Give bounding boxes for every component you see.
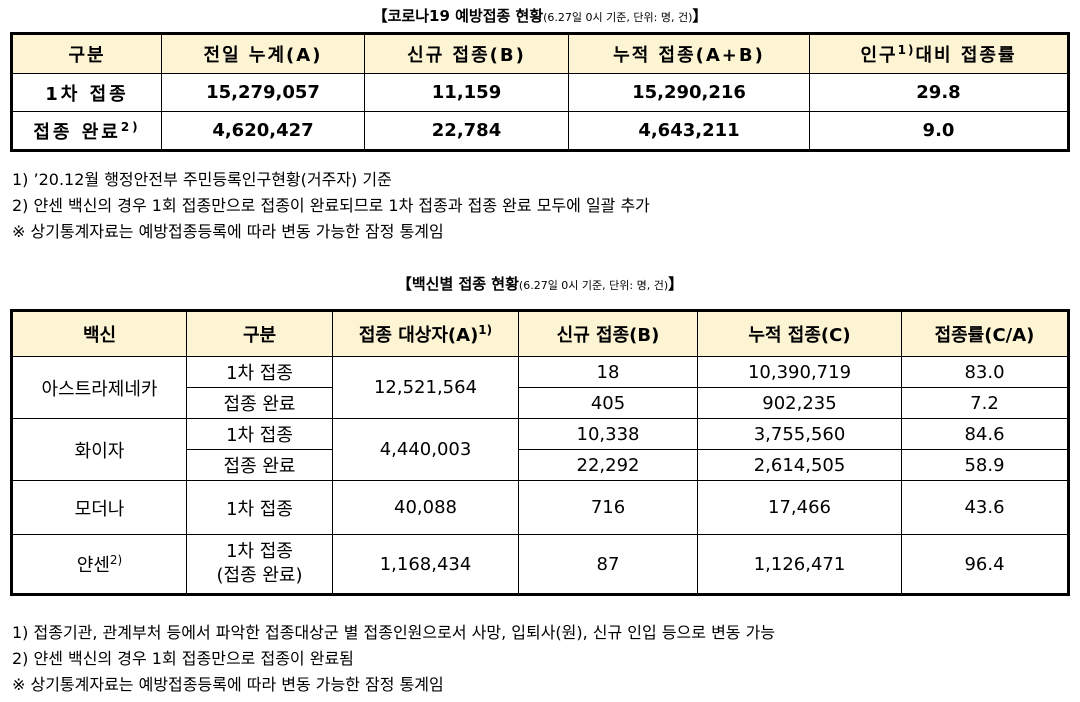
cell-rate: 7.2 (901, 387, 1069, 419)
cell-rate: 29.8 (809, 73, 1069, 112)
header-new: 신규 접종(B) (364, 33, 569, 74)
cell-cum: 1,126,471 (697, 534, 902, 595)
header-new: 신규 접종(B) (518, 310, 698, 357)
vaccine-name: 아스트라제네카 (11, 356, 187, 419)
cell-cum: 15,290,216 (568, 73, 810, 112)
vaccine-title-note: (6.27일 0시 기준, 단위: 명, 건) (518, 279, 669, 292)
footnote: ※ 상기통계자료는 예방접종등록에 따라 변동 가능한 잠정 통계임 (12, 222, 444, 241)
cell-rate: 58.9 (901, 449, 1069, 481)
vaccine-notes: 1) 접종기관, 관계부처 등에서 파악한 접종대상군 별 접종인원으로서 사망… (12, 620, 775, 698)
dose-label-line1: 1차 접종 (226, 541, 293, 562)
row-footnote: 2) (120, 119, 141, 134)
header-rate-label: 대비 접종률 (915, 45, 1017, 66)
table-row: 화이자 1차 접종 4,440,003 10,338 3,755,560 84.… (11, 418, 1069, 481)
vaccine-header-row: 백신 구분 접종 대상자(A)1) 신규 접종(B) 누적 접종(C) 접종률(… (11, 310, 1069, 357)
summary-title-note: (6.27일 0시 기준, 단위: 명, 건) (543, 11, 693, 24)
vaccine-title-close: 】 (668, 275, 684, 293)
vaccine-name: 모더나 (11, 480, 187, 535)
table-row: 접종 완료 22,292 2,614,505 58.9 (12, 449, 1069, 481)
row-label-text: 접종 완료 (33, 121, 121, 143)
table-row: 모더나 1차 접종 40,088 716 17,466 43.6 (11, 480, 1069, 535)
cell-cum: 3,755,560 (697, 418, 902, 450)
footnote: 2) 얀센 백신의 경우 1회 접종만으로 접종이 완료됨 (12, 649, 354, 668)
footnote: 2) 얀센 백신의 경우 1회 접종만으로 접종이 완료되므로 1차 접종과 접… (12, 196, 650, 215)
cell-target: 12,521,564 (332, 356, 519, 419)
header-target-label: 접종 대상자(A) (358, 325, 479, 346)
header-target-footnote: 1) (478, 323, 493, 337)
table-row: 1차 접종 15,279,057 11,159 15,290,216 29.8 (11, 73, 1069, 112)
cell-new: 18 (518, 356, 698, 388)
dose-label: 접종 완료 (186, 449, 333, 481)
table-row: 얀센2) 1차 접종 (접종 완료) 1,168,434 87 1,126,471… (11, 534, 1069, 595)
header-rate-pop: 인구 (860, 45, 898, 66)
cell-target: 4,440,003 (332, 418, 519, 481)
vaccine-name: 화이자 (11, 418, 187, 481)
table-row: 접종 완료 405 902,235 7.2 (12, 387, 1069, 419)
header-prev-total: 전일 누계(A) (161, 33, 365, 74)
header-category: 구분 (186, 310, 333, 357)
cell-prev: 15,279,057 (161, 73, 365, 112)
cell-new: 87 (518, 534, 698, 595)
cell-new: 22,784 (364, 111, 569, 151)
cell-rate: 84.6 (901, 418, 1069, 450)
dose-label: 1차 접종 (186, 356, 333, 388)
vaccine-name: 얀센2) (11, 534, 187, 595)
header-vaccine: 백신 (11, 310, 187, 357)
cell-new: 22,292 (518, 449, 698, 481)
summary-title: 【코로나19 예방접종 현황(6.27일 0시 기준, 단위: 명, 건)】 (0, 5, 1080, 26)
footnote: ※ 상기통계자료는 예방접종등록에 따라 변동 가능한 잠정 통계임 (12, 675, 444, 694)
cell-rate: 9.0 (809, 111, 1069, 151)
dose-label: 1차 접종 (186, 480, 333, 535)
cell-cum: 2,614,505 (697, 449, 902, 481)
cell-rate: 96.4 (901, 534, 1069, 595)
cell-cum: 4,643,211 (568, 111, 810, 151)
cell-new: 405 (518, 387, 698, 419)
table-row: 아스트라제네카 1차 접종 12,521,564 18 10,390,719 8… (11, 356, 1069, 419)
cell-cum: 902,235 (697, 387, 902, 419)
footnote: 1) 접종기관, 관계부처 등에서 파악한 접종대상군 별 접종인원으로서 사망… (12, 623, 776, 642)
header-cumulative: 누적 접종(A+B) (568, 33, 810, 74)
cell-target: 40,088 (332, 480, 519, 535)
summary-table: 구분 전일 누계(A) 신규 접종(B) 누적 접종(A+B) 인구1)대비 접… (10, 32, 1070, 152)
dose-label: 1차 접종 (접종 완료) (186, 534, 333, 595)
dose-label-line2: (접종 완료) (216, 565, 303, 586)
summary-title-text: 【코로나19 예방접종 현황 (372, 7, 544, 25)
cell-rate: 83.0 (901, 356, 1069, 388)
header-rate: 인구1)대비 접종률 (809, 33, 1069, 74)
cell-rate: 43.6 (901, 480, 1069, 535)
footnote: 1) ’20.12월 행정안전부 주민등록인구현황(거주자) 기준 (12, 170, 392, 189)
cell-target: 1,168,434 (332, 534, 519, 595)
header-cumulative: 누적 접종(C) (697, 310, 902, 357)
summary-header-row: 구분 전일 누계(A) 신규 접종(B) 누적 접종(A+B) 인구1)대비 접… (11, 33, 1069, 74)
dose-label: 접종 완료 (186, 387, 333, 419)
summary-notes: 1) ’20.12월 행정안전부 주민등록인구현황(거주자) 기준 2) 얀센 … (12, 167, 650, 245)
header-rate: 접종률(C/A) (901, 310, 1069, 357)
cell-new: 10,338 (518, 418, 698, 450)
cell-cum: 17,466 (697, 480, 902, 535)
cell-new: 716 (518, 480, 698, 535)
cell-cum: 10,390,719 (697, 356, 902, 388)
cell-new: 11,159 (364, 73, 569, 112)
summary-title-close: 】 (692, 7, 708, 25)
vaccine-title: 【백신별 접종 현황(6.27일 0시 기준, 단위: 명, 건)】 (0, 273, 1080, 294)
dose-label: 1차 접종 (186, 418, 333, 450)
header-category: 구분 (11, 33, 162, 74)
vaccine-title-text: 【백신별 접종 현황 (396, 275, 519, 293)
row-label: 1차 접종 (11, 73, 162, 112)
cell-prev: 4,620,427 (161, 111, 365, 151)
header-target: 접종 대상자(A)1) (332, 310, 519, 357)
vaccine-table: 백신 구분 접종 대상자(A)1) 신규 접종(B) 누적 접종(C) 접종률(… (10, 309, 1070, 596)
header-rate-footnote: 1) (897, 43, 916, 57)
row-label: 접종 완료2) (11, 111, 162, 151)
table-row: 접종 완료2) 4,620,427 22,784 4,643,211 9.0 (11, 111, 1069, 151)
vaccine-footnote: 2) (109, 553, 123, 567)
vaccine-name-text: 얀센 (76, 555, 110, 576)
